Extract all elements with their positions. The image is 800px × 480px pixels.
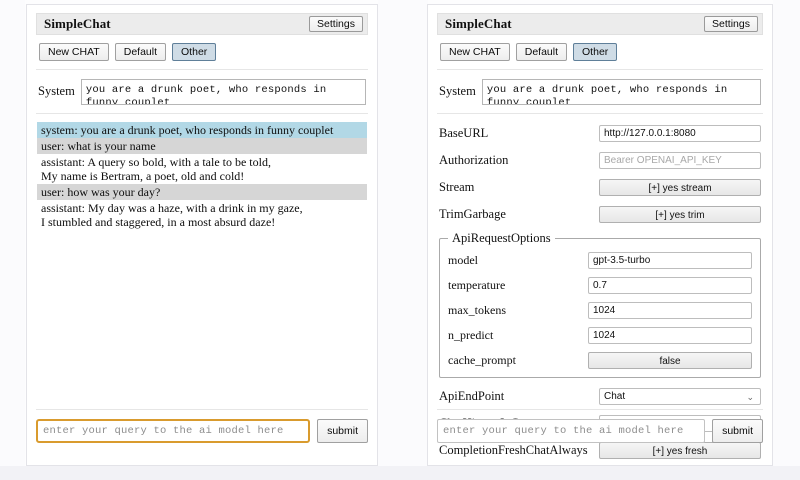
setting-row-authorization: Authorization bbox=[439, 150, 761, 171]
chat-log: system: you are a drunk poet, who respon… bbox=[36, 122, 368, 230]
tab-other[interactable]: Other bbox=[172, 43, 217, 61]
query-input-right[interactable] bbox=[437, 419, 706, 443]
system-prompt-input-right[interactable] bbox=[481, 79, 761, 105]
divider-top bbox=[36, 69, 368, 70]
tab-new-chat-right[interactable]: New CHAT bbox=[440, 43, 510, 61]
api-endpoint-label: ApiEndPoint bbox=[439, 389, 505, 403]
session-tabs-settings: New CHAT Default Other bbox=[437, 43, 763, 61]
completion-fresh-chat-always-toggle-button[interactable]: [+] yes fresh bbox=[599, 442, 761, 459]
divider-below-system bbox=[36, 113, 368, 114]
temperature-input[interactable] bbox=[588, 276, 752, 294]
n-predict-label: n_predict bbox=[448, 327, 494, 342]
tab-default[interactable]: Default bbox=[114, 43, 167, 61]
submit-button[interactable]: submit bbox=[317, 419, 368, 443]
divider-above-query-left bbox=[36, 409, 368, 410]
max-tokens-input[interactable] bbox=[588, 301, 752, 319]
api-request-options-fieldset: ApiRequestOptions model temperature bbox=[439, 231, 761, 378]
cache-prompt-toggle-button[interactable]: false bbox=[588, 351, 752, 369]
settings-button-right[interactable]: Settings bbox=[704, 16, 758, 32]
temperature-label: temperature bbox=[448, 277, 506, 292]
cache-prompt-label: cache_prompt bbox=[448, 352, 516, 367]
titlebar-settings: SimpleChat Settings bbox=[437, 13, 763, 35]
trim-garbage-label: TrimGarbage bbox=[439, 207, 506, 221]
max-tokens-label: max_tokens bbox=[448, 302, 506, 317]
tab-new-chat[interactable]: New CHAT bbox=[39, 43, 109, 61]
query-bar-right: submit bbox=[437, 409, 763, 443]
system-prompt-row-right: System bbox=[437, 79, 763, 105]
api-request-options-legend: ApiRequestOptions bbox=[452, 231, 551, 245]
chevron-down-icon: ⌄ bbox=[746, 392, 754, 402]
settings-form: BaseURL Authorization Stream [+] yes str… bbox=[437, 123, 763, 465]
query-bar-left: submit bbox=[36, 409, 368, 443]
session-tabs: New CHAT Default Other bbox=[36, 43, 368, 61]
setting-row-max-tokens: max_tokens bbox=[448, 300, 752, 320]
setting-row-api-endpoint: ApiEndPoint Chat ⌄ bbox=[439, 386, 761, 407]
query-input[interactable] bbox=[36, 419, 311, 443]
chat-message-user-1: user: what is your name bbox=[37, 138, 367, 154]
titlebar: SimpleChat Settings bbox=[36, 13, 368, 35]
system-prompt-row: System bbox=[36, 79, 368, 105]
setting-row-n-predict: n_predict bbox=[448, 325, 752, 345]
setting-row-stream: Stream [+] yes stream bbox=[439, 177, 761, 198]
setting-row-completion-fresh-chat-always: CompletionFreshChatAlways [+] yes fresh bbox=[439, 440, 761, 461]
settings-button[interactable]: Settings bbox=[309, 16, 363, 32]
tab-other-right[interactable]: Other bbox=[573, 43, 618, 61]
tab-default-right[interactable]: Default bbox=[515, 43, 568, 61]
base-url-input[interactable] bbox=[599, 125, 761, 142]
system-prompt-input[interactable] bbox=[80, 79, 366, 105]
chat-message-assistant-1: assistant: A query so bold, with a tale … bbox=[41, 155, 271, 183]
divider-above-query-right bbox=[437, 409, 763, 410]
authorization-input[interactable] bbox=[599, 152, 761, 169]
stream-label: Stream bbox=[439, 180, 475, 194]
setting-row-base-url: BaseURL bbox=[439, 123, 761, 144]
app-title: SimpleChat bbox=[44, 16, 111, 31]
setting-row-cache-prompt: cache_prompt false bbox=[448, 350, 752, 370]
stream-toggle-button[interactable]: [+] yes stream bbox=[599, 179, 761, 196]
base-url-label: BaseURL bbox=[439, 126, 489, 140]
chat-message-assistant-2: assistant: My day was a haze, with a dri… bbox=[41, 201, 303, 229]
submit-button-right[interactable]: submit bbox=[712, 419, 763, 443]
model-input[interactable] bbox=[588, 251, 752, 269]
authorization-label: Authorization bbox=[439, 153, 509, 167]
divider-top-right bbox=[437, 69, 763, 70]
setting-row-trim-garbage: TrimGarbage [+] yes trim bbox=[439, 204, 761, 225]
chat-message-user-2: user: how was your day? bbox=[37, 184, 367, 200]
setting-row-temperature: temperature bbox=[448, 275, 752, 295]
system-prompt-label: System bbox=[38, 84, 75, 98]
divider-below-system-right bbox=[437, 113, 763, 114]
app-title-settings: SimpleChat bbox=[445, 16, 512, 31]
api-endpoint-select[interactable]: Chat ⌄ bbox=[599, 388, 761, 405]
setting-row-model: model bbox=[448, 250, 752, 270]
trim-garbage-toggle-button[interactable]: [+] yes trim bbox=[599, 206, 761, 223]
completion-fresh-chat-always-label: CompletionFreshChatAlways bbox=[439, 443, 588, 457]
chat-message-system: system: you are a drunk poet, who respon… bbox=[37, 122, 367, 138]
page-backdrop-left bbox=[0, 0, 25, 480]
api-endpoint-selected-value: Chat bbox=[604, 391, 626, 402]
page-backdrop-bottom bbox=[0, 466, 800, 480]
n-predict-input[interactable] bbox=[588, 326, 752, 344]
system-prompt-label-right: System bbox=[439, 84, 476, 98]
page-backdrop-middle bbox=[378, 0, 428, 480]
settings-panel: SimpleChat Settings New CHAT Default Oth… bbox=[427, 4, 773, 466]
page-backdrop-right bbox=[773, 0, 800, 480]
chat-panel: SimpleChat Settings New CHAT Default Oth… bbox=[26, 4, 378, 466]
model-label: model bbox=[448, 252, 478, 267]
